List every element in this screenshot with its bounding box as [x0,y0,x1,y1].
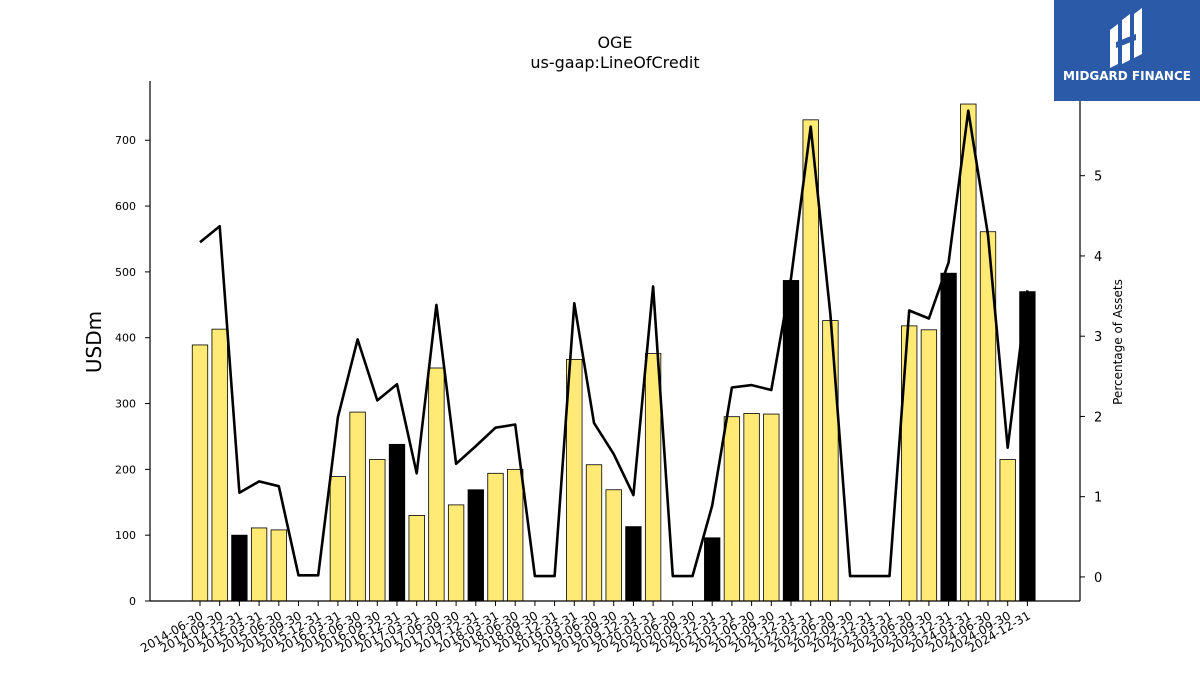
bar [585,464,603,602]
bar [250,527,268,602]
bar [369,459,386,602]
y2-tick-label: 1 [1094,491,1102,506]
y-tick-label: 600 [115,200,136,213]
y2-axis-label: Percentage of Assets [1111,279,1125,405]
brand-logo: MIDGARD FINANCE [1054,0,1200,101]
y-tick-label: 700 [115,134,136,147]
y2-tick-label: 2 [1094,410,1102,425]
bar [743,413,760,602]
bar [625,526,642,602]
bar [802,119,819,602]
bar [487,472,504,602]
y-tick-label: 300 [115,398,136,411]
chart-subtitle: us-gaap:LineOfCredit [530,53,699,72]
bar [507,468,524,602]
bar [940,272,957,602]
bar [231,534,248,602]
bar [447,504,465,602]
bar [349,411,366,602]
series-line [199,109,1029,578]
bar [723,416,741,602]
axes-group: 01002003004005006007000123452014-06-3020… [115,81,1102,655]
y-axis-label: USDm [82,311,106,373]
bar [960,103,977,602]
bar [211,328,228,602]
bar [329,476,347,602]
y2-tick-label: 3 [1094,330,1102,345]
bar [388,443,406,602]
bar [999,459,1016,602]
bar [782,280,800,602]
bar [605,489,622,602]
bar [270,529,287,602]
y-tick-label: 400 [115,332,136,345]
bar [428,367,445,602]
y2-tick-label: 4 [1094,250,1102,265]
chart-title: OGE [597,33,632,52]
bar [467,489,484,602]
midgard-logo-icon [1110,8,1142,68]
brand-name: MIDGARD FINANCE [1063,69,1191,83]
bar [408,515,425,602]
y-tick-label: 500 [115,266,136,279]
bar [644,353,662,602]
bars-group [191,103,1036,602]
bar [704,537,721,602]
y2-tick-label: 0 [1094,571,1102,586]
bar [191,344,209,602]
line-group [199,109,1029,578]
y2-tick-label: 5 [1094,170,1102,185]
bar [920,329,938,602]
bar [763,413,780,602]
bar [822,320,839,602]
y-tick-label: 0 [129,595,136,608]
y-tick-label: 100 [115,529,136,542]
y-tick-label: 200 [115,463,136,476]
